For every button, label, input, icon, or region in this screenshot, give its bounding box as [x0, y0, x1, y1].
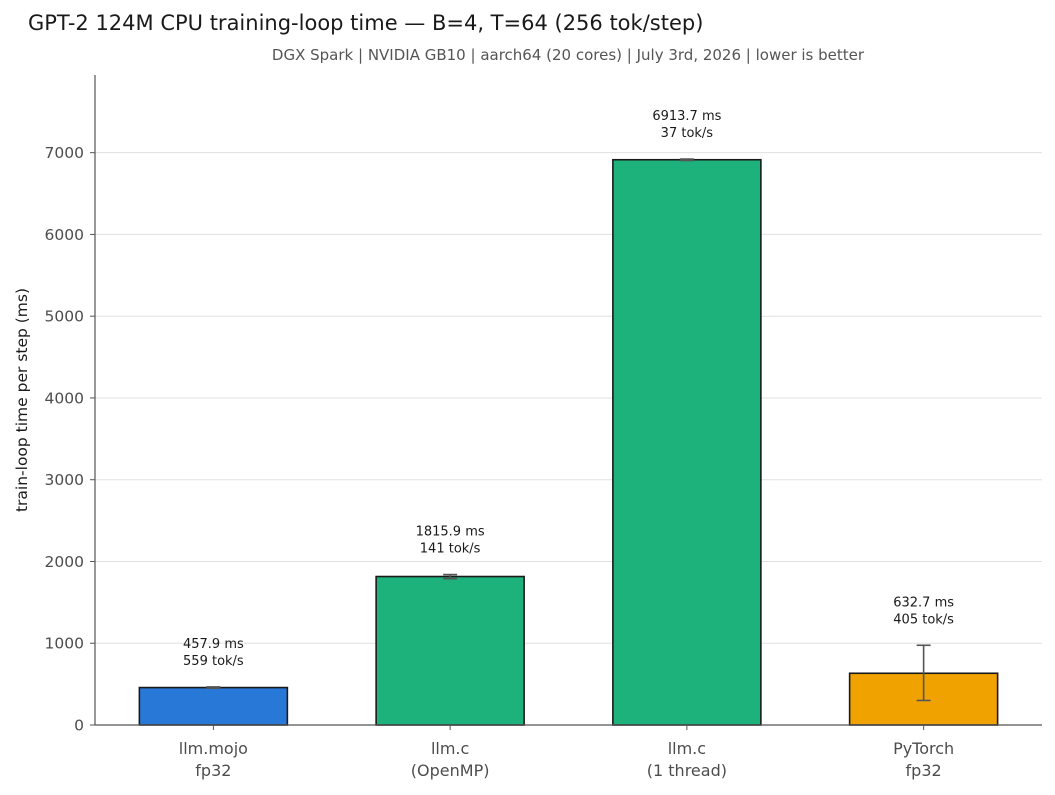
y-tick-label: 2000 — [45, 553, 84, 571]
data-label-throughput: 559 tok/s — [183, 654, 244, 669]
y-tick-label: 6000 — [45, 226, 84, 244]
data-label-time: 457.9 ms — [183, 637, 244, 652]
y-tick-label: 0 — [74, 717, 84, 735]
x-tick-label-sub: (1 thread) — [647, 761, 727, 780]
y-tick-label: 7000 — [45, 144, 84, 162]
gridlines — [95, 152, 1042, 644]
x-tick-label-sub: fp32 — [195, 761, 231, 780]
data-label-throughput: 141 tok/s — [420, 542, 481, 557]
axes — [90, 75, 1042, 730]
chart-subtitle: DGX Spark | NVIDIA GB10 | aarch64 (20 co… — [272, 46, 865, 64]
bar — [138, 686, 289, 726]
bars — [138, 158, 999, 726]
chart-title: GPT-2 124M CPU training-loop time — B=4,… — [28, 11, 703, 35]
labels: 0 1000 2000 3000 4000 5000 6000 7000 457.9 ms 559… — [45, 109, 955, 780]
x-tick-label-sub: fp32 — [906, 761, 942, 780]
bar — [612, 158, 762, 726]
x-tick-label: llm.c — [668, 739, 706, 758]
x-tick-label: PyTorch — [893, 739, 954, 758]
x-tick-label-sub: (OpenMP) — [411, 761, 490, 780]
data-label-time: 632.7 ms — [893, 595, 954, 610]
y-tick-label: 5000 — [45, 308, 84, 326]
y-axis-label: train-loop time per step (ms) — [13, 288, 31, 512]
x-tick-label: llm.mojo — [179, 739, 248, 758]
bar — [375, 575, 525, 726]
data-label-time: 6913.7 ms — [652, 109, 721, 124]
y-tick-label: 4000 — [45, 389, 84, 407]
data-label-throughput: 37 tok/s — [661, 126, 714, 141]
data-label-throughput: 405 tok/s — [893, 612, 954, 627]
y-tick-label: 3000 — [45, 471, 84, 489]
data-label-time: 1815.9 ms — [416, 525, 485, 540]
y-tick-label: 1000 — [45, 635, 84, 653]
x-tick-label: llm.c — [431, 739, 469, 758]
